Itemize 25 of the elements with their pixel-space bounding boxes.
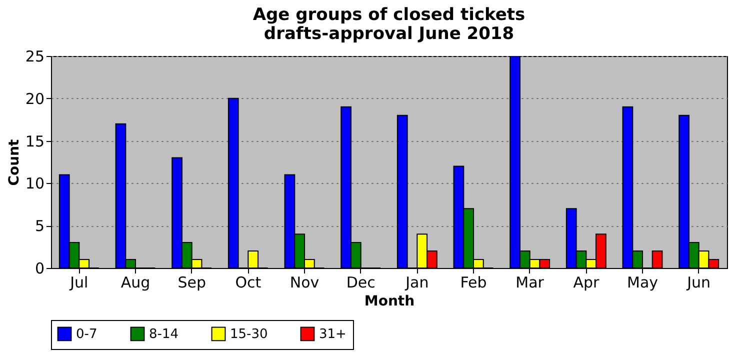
x-tick-label: Mar bbox=[516, 274, 545, 292]
x-tick-label: Apr bbox=[573, 274, 600, 292]
y-axis-title: Count bbox=[6, 138, 22, 186]
x-tick-label: Aug bbox=[120, 274, 150, 292]
legend-label: 0-7 bbox=[76, 326, 98, 342]
y-tick-label: 10 bbox=[25, 174, 44, 193]
x-tick-label: Sep bbox=[178, 274, 206, 292]
x-axis-title: Month bbox=[364, 294, 415, 310]
x-tick-label: Jan bbox=[404, 274, 429, 292]
y-tick-label: 25 bbox=[25, 48, 44, 66]
x-tick-label: Nov bbox=[290, 274, 320, 292]
x-tick-label: Jun bbox=[686, 274, 711, 292]
legend-label: 8-14 bbox=[149, 326, 179, 342]
x-tick-label: Dec bbox=[346, 274, 376, 292]
y-tick-label: 15 bbox=[25, 132, 44, 150]
x-tick-label: Jul bbox=[69, 274, 88, 292]
legend-label: 31+ bbox=[319, 326, 346, 342]
legend-label: 15-30 bbox=[230, 326, 268, 342]
y-tick-label: 5 bbox=[34, 217, 44, 236]
y-tick-label: 0 bbox=[34, 260, 44, 278]
x-tick-label: Feb bbox=[460, 274, 487, 292]
chart-title: Age groups of closed tickets drafts-approval June 2018 bbox=[252, 5, 526, 44]
x-tick-label: Oct bbox=[235, 274, 262, 292]
x-tick-label: May bbox=[626, 274, 658, 292]
y-tick-label: 20 bbox=[25, 90, 44, 108]
